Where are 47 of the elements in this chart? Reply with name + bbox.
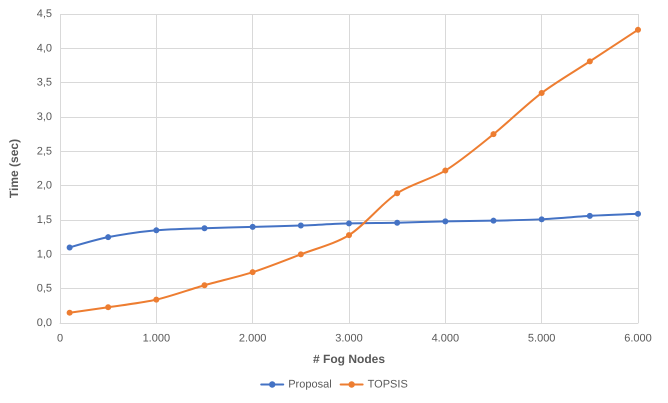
legend-label: TOPSIS <box>368 378 408 390</box>
point <box>346 232 352 238</box>
point <box>153 296 160 303</box>
y-tick-label: 1,0 <box>36 248 52 260</box>
point <box>394 220 400 226</box>
y-axis-title: Time (sec) <box>7 138 21 198</box>
y-tick-label: 3,5 <box>36 76 52 89</box>
y-tick-label: 0,5 <box>36 282 52 295</box>
point <box>635 210 641 217</box>
point <box>538 216 545 222</box>
point <box>202 225 208 232</box>
x-tick-label: 2.000 <box>238 332 266 344</box>
point <box>635 26 641 33</box>
point <box>346 220 352 226</box>
point <box>298 251 304 258</box>
point <box>66 244 73 250</box>
point <box>250 269 256 276</box>
y-tick-label: 1,5 <box>36 214 52 226</box>
x-tick-label: 4.000 <box>432 332 460 344</box>
y-tick-label: 2,0 <box>36 180 52 192</box>
point <box>394 190 400 196</box>
x-tick-label: 6.000 <box>624 332 652 344</box>
legend-label: Proposal <box>288 378 332 390</box>
point <box>538 90 545 96</box>
y-tick-label: 3,0 <box>36 111 52 123</box>
point <box>66 310 73 316</box>
y-tick-label: 0,0 <box>36 317 52 329</box>
point <box>586 58 593 64</box>
x-tick-label: 1.000 <box>142 332 170 344</box>
y-tick-label: 4,0 <box>36 42 52 54</box>
point <box>202 282 208 288</box>
point <box>442 168 448 174</box>
point <box>153 227 160 234</box>
point <box>298 222 304 228</box>
y-tick-label: 4,5 <box>36 8 52 20</box>
point <box>490 218 496 224</box>
x-tick-label: 5.000 <box>528 332 556 344</box>
x-tick-label: 0 <box>56 332 64 344</box>
point <box>586 212 593 219</box>
x-axis-title: # Fog Nodes <box>312 352 386 366</box>
y-tick-label: 2,5 <box>36 145 52 158</box>
point <box>250 224 256 230</box>
point <box>105 304 112 310</box>
point <box>105 234 112 240</box>
x-tick-label: 3.000 <box>335 332 363 344</box>
point <box>490 131 496 138</box>
point <box>442 218 448 224</box>
